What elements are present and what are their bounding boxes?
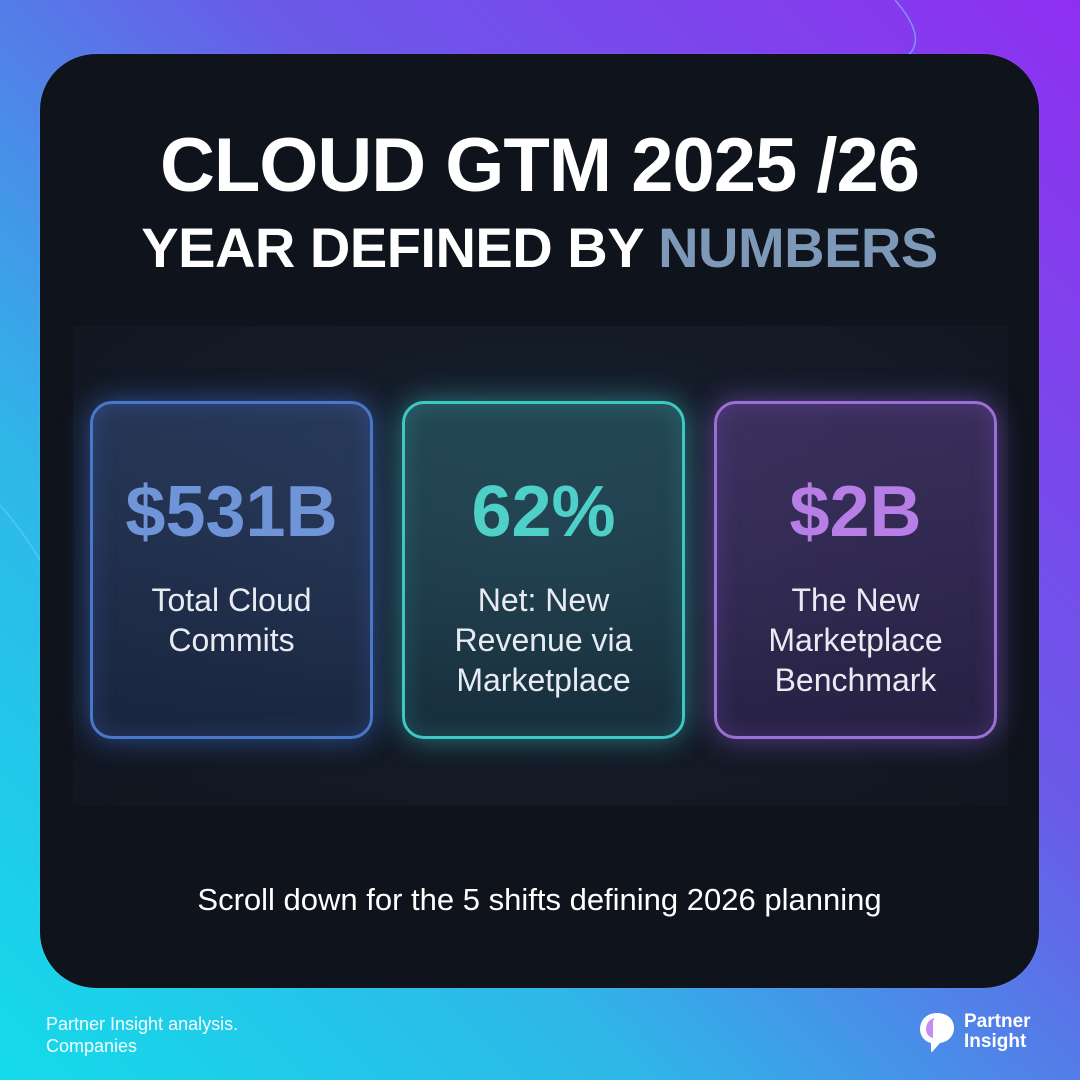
main-card: CLOUD GTM 2025 /26 YEAR DEFINED BY NUMBE… [40, 54, 1039, 988]
page-title: CLOUD GTM 2025 /26 [159, 123, 920, 208]
footnote-line-2: Companies [46, 1036, 138, 1056]
subtitle-accent: NUMBERS [658, 216, 938, 279]
brand-name: Partner Insight [964, 1012, 1054, 1052]
stat-card-marketplace-revenue: 62% Net: New Revenue via Marketplace [402, 401, 685, 739]
brand-name-line-2: Insight [964, 1031, 1027, 1052]
stat-label: Net: New Revenue via Marketplace [454, 582, 633, 698]
scroll-down-prompt: Scroll down for the 5 shifts defining 20… [197, 882, 882, 917]
stat-label: Total Cloud Commits [151, 582, 312, 658]
stat-card-marketplace-benchmark: $2B The New Marketplace Benchmark [714, 401, 997, 739]
subtitle-prefix: YEAR DEFINED BY [141, 216, 659, 279]
footnote-line-1: Partner Insight analysis. [46, 1014, 239, 1034]
stat-card-cloud-commits: $531B Total Cloud Commits [90, 401, 373, 739]
stat-value: 62% [471, 472, 616, 552]
brand-logo-lockup: Partner Insight [918, 1011, 1054, 1053]
stat-label: The New Marketplace Benchmark [768, 582, 943, 698]
brand-name-line-1: Partner [964, 1011, 1031, 1032]
stat-value: $531B [125, 472, 338, 552]
page-subtitle: YEAR DEFINED BY NUMBERS [40, 220, 1039, 276]
stat-value: $2B [789, 472, 922, 552]
partner-insight-logo-icon [920, 1013, 954, 1052]
source-footnote: Partner Insight analysis. Companies [46, 1013, 346, 1057]
stats-panel: $531B Total Cloud Commits 62% Net: New R… [73, 326, 1008, 806]
